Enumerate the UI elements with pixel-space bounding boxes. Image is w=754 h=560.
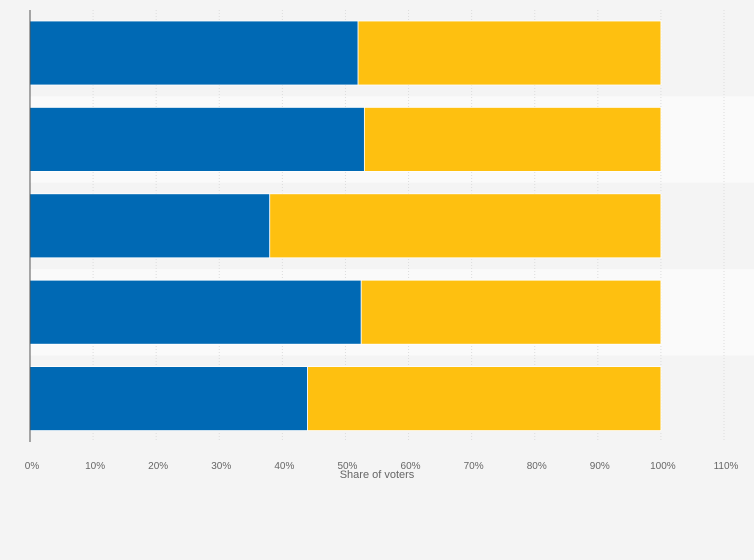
bars: [29, 20, 662, 432]
x-tick-label: 80%: [527, 461, 547, 472]
x-tick-label: 0%: [25, 461, 40, 472]
x-tick-label: 50%: [337, 461, 357, 472]
x-tick-label: 60%: [401, 461, 421, 472]
x-tick-label: 20%: [148, 461, 168, 472]
bar-series-2: [269, 193, 662, 259]
x-tick-label: 100%: [650, 461, 676, 472]
x-tick-label: 70%: [464, 461, 484, 472]
bar-series-2: [357, 20, 662, 86]
x-tick-label: 10%: [85, 461, 105, 472]
bar-series-2: [307, 366, 662, 432]
bar-series-1: [29, 279, 362, 345]
x-tick-labels: 0% 10% 20% 30% 40% 50% 60% 70% 80% 90% 100% 110%: [25, 461, 739, 472]
bar-series-1: [29, 366, 309, 432]
bar-series-1: [29, 107, 365, 172]
x-tick-label: 90%: [590, 461, 610, 472]
x-tick-label: 30%: [211, 461, 231, 472]
x-tick-label: 110%: [714, 461, 739, 472]
bar-series-2: [363, 107, 662, 172]
bar-series-1: [29, 193, 271, 259]
x-axis-title: Share of voters: [340, 469, 415, 481]
bar-series-1: [29, 20, 359, 86]
bar-series-2: [360, 279, 662, 345]
x-tick-label: 40%: [274, 461, 294, 472]
